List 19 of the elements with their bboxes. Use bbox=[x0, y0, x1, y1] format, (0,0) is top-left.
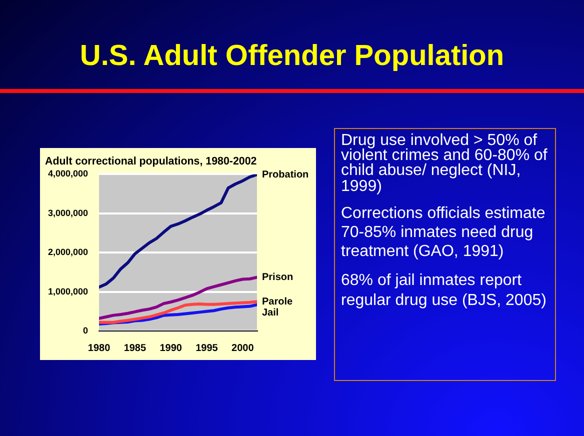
chart-subtitle: Adult correctional populations, 1980-2002 bbox=[45, 156, 257, 168]
series-label: Prison bbox=[262, 272, 294, 284]
y-tick-label: 1,000,000 bbox=[48, 286, 88, 296]
x-tick-label: 1985 bbox=[124, 342, 146, 354]
series-label: Jail bbox=[262, 307, 279, 318]
x-tick-label: 2000 bbox=[232, 342, 254, 354]
x-tick-label: 1995 bbox=[196, 342, 218, 354]
series-label: Probation bbox=[262, 169, 309, 180]
y-tick-label: 4,000,000 bbox=[48, 168, 88, 179]
y-tick-label: 3,000,000 bbox=[48, 208, 88, 218]
y-tick-label: 2,000,000 bbox=[48, 247, 88, 258]
text: 68% of jail inmates report regular drug use (BJS, 2005) bbox=[341, 271, 548, 310]
x-tick-label: 1980 bbox=[88, 342, 111, 354]
y-tick-label: 0 bbox=[83, 325, 88, 336]
x-tick-label: 1990 bbox=[160, 342, 182, 354]
series-label: Parole bbox=[262, 296, 294, 308]
chart-title: U.S. Adult Offender Population bbox=[78, 40, 506, 73]
text: Drug use involved > 50% of violent crimes and 60-80% of child abuse/ neglect (NIJ, 1999) bbox=[341, 132, 548, 195]
text: Corrections officials estimate 70-85% inmates need drug treatment (GAO, 1991) bbox=[341, 204, 546, 262]
